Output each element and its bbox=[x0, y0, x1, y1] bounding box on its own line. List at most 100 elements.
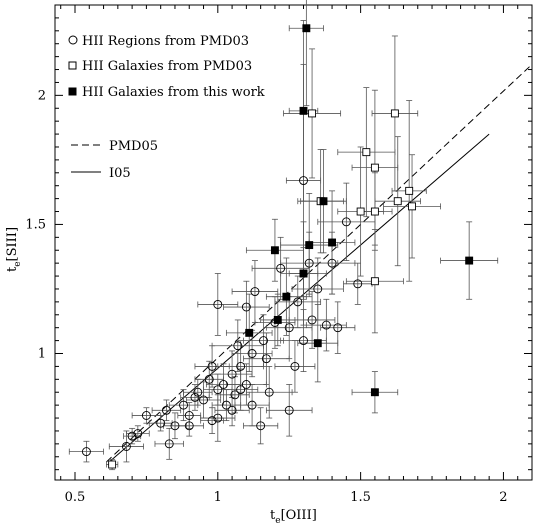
legend-item-i05: I05 bbox=[71, 166, 131, 181]
legend-item-hii-galaxies-this-work: HII Galaxies from this work bbox=[68, 85, 265, 100]
point-hii-region bbox=[259, 336, 268, 346]
point-hii-galaxy-pmd03 bbox=[370, 277, 379, 286]
point-hii-region bbox=[190, 392, 200, 402]
point-hii-galaxy-pmd03 bbox=[405, 186, 414, 195]
point-hii-region bbox=[333, 323, 343, 333]
point-hii-region bbox=[241, 302, 251, 312]
point-hii-region bbox=[313, 284, 323, 294]
point-hii-region bbox=[207, 361, 217, 371]
point-hii-region bbox=[161, 405, 171, 415]
point-hii-region bbox=[256, 421, 266, 431]
y-axis-label: te[SIII] bbox=[5, 227, 23, 272]
point-hii-region bbox=[184, 421, 194, 431]
point-hii-region bbox=[327, 258, 337, 268]
point-hii-region bbox=[264, 387, 274, 397]
point-hii-region bbox=[299, 176, 308, 185]
y-tick-label: 2 bbox=[38, 88, 46, 103]
point-hii-galaxy-this-work bbox=[328, 238, 337, 247]
point-hii-region bbox=[184, 411, 194, 420]
point-hii-region bbox=[321, 320, 331, 330]
point-hii-region bbox=[276, 263, 286, 273]
legend: HII Regions from PMD03 HII Galaxies from… bbox=[68, 34, 265, 181]
legend-item-hii-regions: HII Regions from PMD03 bbox=[68, 34, 249, 49]
legend-item-hii-galaxies-pmd03: HII Galaxies from PMD03 bbox=[68, 59, 252, 74]
point-hii-region bbox=[353, 279, 363, 289]
point-hii-region bbox=[213, 385, 223, 395]
point-hii-region bbox=[304, 258, 314, 268]
legend-marker-circle bbox=[68, 35, 78, 45]
point-hii-region bbox=[156, 418, 166, 428]
point-hii-galaxy-pmd03 bbox=[408, 202, 416, 211]
point-hii-region bbox=[227, 369, 237, 379]
legend-marker-filled-square bbox=[68, 87, 77, 96]
y-tick-label: 1 bbox=[38, 347, 46, 362]
data-markers bbox=[81, 24, 474, 469]
point-hii-galaxy-this-work bbox=[370, 388, 379, 397]
legend-label-hii-regions: HII Regions from PMD03 bbox=[82, 34, 249, 49]
x-tick-label: 2 bbox=[499, 490, 507, 505]
plot-frame bbox=[54, 4, 533, 481]
point-hii-galaxy-this-work bbox=[305, 241, 314, 250]
point-hii-galaxy-pmd03 bbox=[370, 163, 379, 172]
point-hii-region bbox=[204, 374, 214, 384]
point-hii-region bbox=[219, 380, 228, 389]
point-hii-galaxy-this-work bbox=[313, 339, 322, 348]
point-hii-region bbox=[284, 323, 294, 333]
legend-marker-open-square bbox=[68, 61, 77, 70]
point-hii-region bbox=[81, 447, 91, 457]
point-hii-galaxy-this-work bbox=[302, 24, 311, 33]
point-hii-region bbox=[236, 385, 246, 395]
point-hii-region bbox=[247, 400, 257, 410]
point-hii-region bbox=[164, 439, 174, 449]
point-hii-region bbox=[127, 431, 137, 441]
point-hii-region bbox=[221, 400, 231, 410]
point-hii-region bbox=[261, 354, 271, 364]
point-hii-region bbox=[284, 405, 294, 415]
x-tick-label: 1 bbox=[214, 490, 222, 505]
point-hii-galaxy-this-work bbox=[465, 256, 474, 265]
point-hii-region bbox=[121, 441, 131, 451]
point-hii-galaxy-pmd03 bbox=[108, 460, 117, 469]
point-hii-region bbox=[199, 395, 208, 405]
point-hii-region bbox=[193, 387, 203, 397]
point-hii-region bbox=[227, 405, 237, 415]
y-tick-label: 1.5 bbox=[25, 217, 46, 232]
legend-label-pmd05: PMD05 bbox=[109, 139, 158, 154]
point-hii-region bbox=[230, 390, 240, 400]
point-hii-region bbox=[341, 217, 351, 227]
legend-label-hii-galaxies-this-work: HII Galaxies from this work bbox=[82, 85, 265, 100]
point-hii-region bbox=[247, 349, 257, 358]
axis-ticks: 0.5 1 1.5 2 1 1.5 2 bbox=[25, 4, 533, 505]
point-hii-region bbox=[293, 297, 303, 307]
point-hii-region bbox=[207, 416, 217, 426]
point-hii-region bbox=[241, 380, 251, 389]
point-hii-region bbox=[233, 341, 243, 351]
point-hii-region bbox=[290, 361, 300, 371]
legend-item-pmd05: PMD05 bbox=[71, 139, 158, 154]
point-hii-region bbox=[213, 300, 223, 309]
point-hii-galaxy-pmd03 bbox=[390, 109, 399, 118]
point-hii-galaxy-pmd03 bbox=[370, 207, 379, 216]
point-hii-galaxy-pmd03 bbox=[362, 148, 371, 157]
x-axis-label: te[OIII] bbox=[270, 508, 317, 525]
y-axis-label-group: te[SIII] bbox=[5, 227, 23, 272]
point-hii-galaxy-this-work bbox=[273, 315, 282, 324]
legend-label-hii-galaxies-pmd03: HII Galaxies from PMD03 bbox=[82, 59, 252, 74]
point-hii-galaxy-pmd03 bbox=[393, 197, 402, 206]
point-hii-region bbox=[299, 336, 308, 346]
x-tick-label: 1.5 bbox=[350, 490, 371, 505]
point-hii-region bbox=[307, 315, 317, 325]
point-hii-region bbox=[213, 413, 223, 423]
point-hii-galaxy-this-work bbox=[282, 292, 291, 301]
point-hii-galaxy-pmd03 bbox=[356, 207, 365, 216]
point-hii-region bbox=[236, 361, 246, 371]
point-hii-region bbox=[179, 400, 188, 410]
point-hii-galaxy-this-work bbox=[245, 328, 254, 337]
point-hii-galaxy-pmd03 bbox=[308, 109, 317, 118]
point-hii-region bbox=[250, 287, 260, 296]
point-hii-region bbox=[133, 429, 143, 438]
point-hii-region bbox=[141, 411, 151, 420]
point-hii-galaxy-this-work bbox=[270, 246, 279, 255]
legend-label-i05: I05 bbox=[109, 166, 131, 181]
